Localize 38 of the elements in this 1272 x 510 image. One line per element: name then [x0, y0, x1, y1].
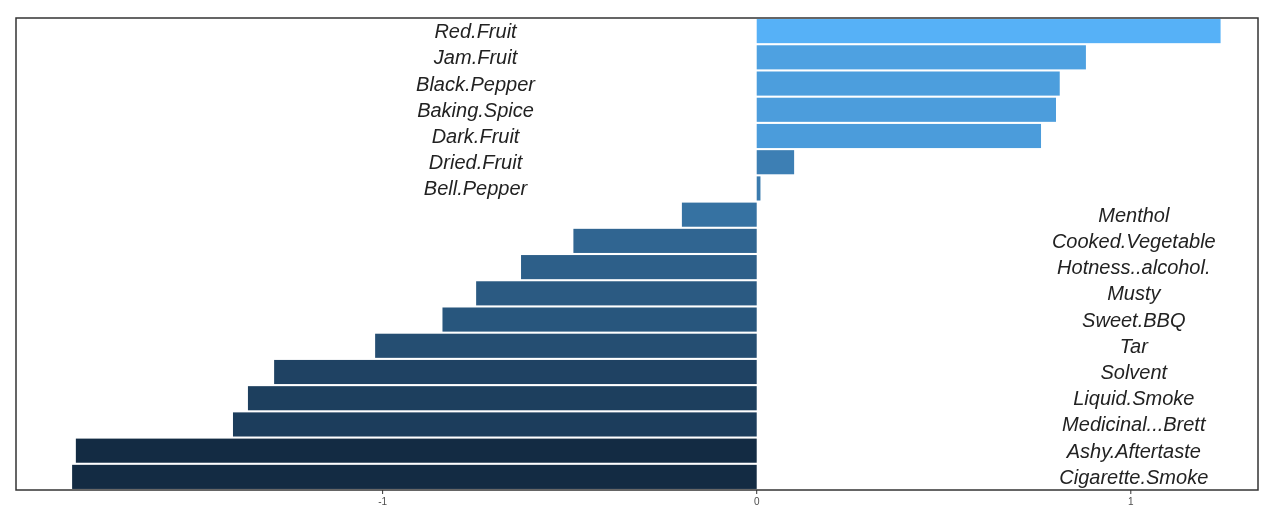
- bar: [72, 464, 757, 489]
- x-tick-label: 0: [753, 496, 760, 507]
- y-tick-label: Tar: [1119, 334, 1150, 357]
- y-tick-label: Jam.Fruit: [432, 46, 519, 69]
- bar: [375, 333, 757, 358]
- y-tick-label: Hotness..alcohol.: [1057, 256, 1211, 279]
- y-tick-label: Liquid.Smoke: [1073, 387, 1195, 410]
- bar: [476, 281, 757, 306]
- bar: [247, 386, 757, 411]
- bar: [756, 150, 795, 175]
- bar: [232, 412, 757, 437]
- bar: [573, 228, 757, 253]
- x-tick-label: -1: [378, 496, 388, 507]
- y-tick-label: Solvent: [1100, 361, 1169, 383]
- y-tick-label: Sweet.BBQ: [1082, 308, 1186, 331]
- bar: [274, 359, 757, 385]
- bar: [756, 71, 1060, 96]
- y-tick-label: Medicinal...Brett: [1062, 413, 1207, 436]
- bar: [442, 307, 757, 332]
- x-tick-label: 1: [1128, 496, 1135, 507]
- y-tick-label: Ashy.Aftertaste: [1065, 439, 1201, 462]
- y-tick-label: Cooked.Vegetable: [1051, 229, 1216, 252]
- bar: [756, 97, 1056, 122]
- y-tick-label: Black.Pepper: [416, 72, 537, 95]
- bar: [521, 255, 757, 280]
- y-tick-label: Red.Fruit: [434, 20, 519, 43]
- bar: [681, 202, 757, 227]
- bar: [756, 123, 1042, 149]
- bar: [756, 19, 1221, 44]
- y-tick-label: Menthol: [1098, 203, 1170, 226]
- y-tick-label: Dark.Fruit: [431, 125, 521, 147]
- y-tick-label: Cigarette.Smoke: [1059, 465, 1209, 488]
- y-tick-label: Bell.Pepper: [423, 177, 529, 200]
- y-tick-label: Dried.Fruit: [428, 151, 524, 174]
- bar: [75, 438, 757, 463]
- bar: [756, 45, 1086, 70]
- y-tick-label: Baking.Spice: [417, 98, 534, 121]
- y-tick-label: Musty: [1107, 282, 1162, 305]
